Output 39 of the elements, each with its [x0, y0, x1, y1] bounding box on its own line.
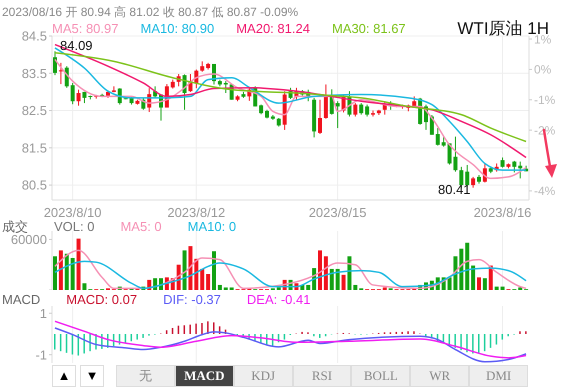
text: DMI: [469, 365, 528, 387]
text: WR: [410, 365, 470, 387]
y-tick-label: 60000: [10, 232, 47, 248]
y2-tick-label: -1%: [534, 93, 556, 108]
x-tick-label: 2023/8/16: [474, 205, 532, 220]
text: KDJ: [234, 365, 293, 387]
y2-tick-label: 0%: [534, 62, 552, 77]
text: MACD: 0.07: [66, 292, 138, 307]
y-tick-label: 81.5: [22, 140, 47, 156]
series-label: DIF: -0.37: [163, 292, 221, 307]
y-tick-label: 1: [40, 306, 47, 321]
text: DEA: -0.41: [246, 292, 310, 307]
annotation: 80.41: [438, 182, 471, 197]
y2-tick-label: -4%: [534, 184, 556, 198]
text: BOLL: [351, 365, 410, 387]
text: MA10: 80.90: [140, 21, 214, 36]
x-tick-label: 2023/8/10: [44, 205, 102, 220]
y-tick-label: 84.5: [22, 28, 47, 44]
text: 无: [116, 365, 175, 387]
text: RSI: [292, 365, 352, 387]
annotation: 84.09: [60, 38, 93, 53]
text: MA20: 81.24: [236, 21, 310, 36]
series-label: VOL: 0: [54, 219, 94, 234]
y-tick-label: 80.5: [22, 178, 47, 193]
y-tick-label: 82.5: [22, 103, 47, 118]
x-tick-label: 2023/8/12: [167, 205, 226, 220]
series-label: MA5: 80.97: [52, 21, 118, 36]
y-tick-label: 83.5: [22, 66, 47, 81]
chart-subtitle: 2023/08/16 开 80.94 高 81.02 收 80.87 低 80.87 -0.09%: [2, 4, 298, 21]
text: MACD: [174, 365, 234, 387]
text: ▲: [52, 365, 76, 387]
text: MA5: 0: [120, 219, 162, 234]
text: MA30: 81.67: [332, 21, 406, 36]
text: ▼: [80, 365, 104, 387]
y-tick-label: -1: [35, 347, 47, 362]
text: MA10: 0: [188, 219, 236, 234]
x-tick-label: 2023/8/15: [308, 205, 367, 220]
y-axis-title: MACD: [2, 292, 40, 307]
y-axis-title: 成交: [2, 218, 28, 234]
